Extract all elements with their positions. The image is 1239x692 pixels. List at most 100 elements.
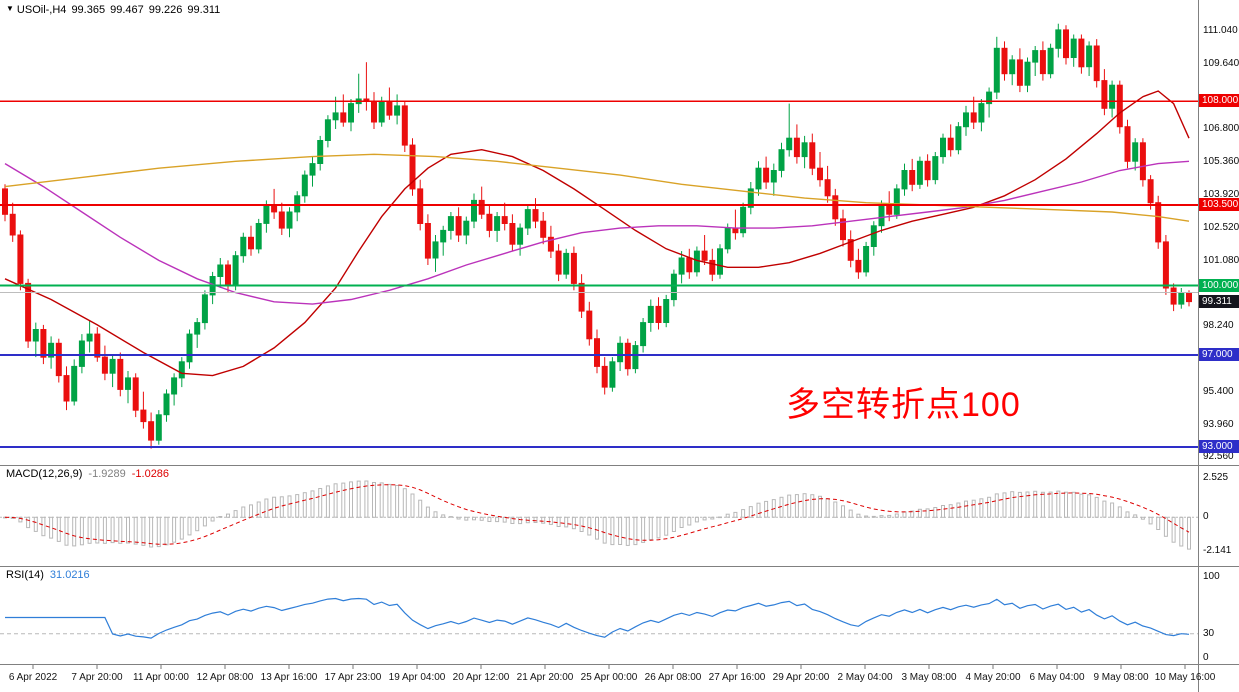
candle: [163, 389, 170, 422]
candle: [863, 241, 870, 277]
candle: [940, 133, 946, 164]
candle: [286, 207, 293, 238]
candle: [1093, 39, 1100, 88]
candle: [840, 209, 846, 247]
macd-histogram: [3, 480, 1191, 550]
candle: [478, 186, 485, 219]
candle: [824, 165, 831, 203]
time-axis-label: 27 Apr 16:00: [708, 672, 766, 683]
candle: [424, 214, 431, 265]
candle: [278, 202, 285, 235]
candle: [709, 248, 716, 282]
candle: [101, 345, 108, 381]
candle: [786, 103, 793, 157]
candle: [294, 191, 301, 222]
candle: [125, 371, 131, 404]
macd-value-main: -1.9289: [88, 468, 126, 480]
candle: [1109, 80, 1116, 118]
candle: [701, 235, 708, 265]
candle: [924, 154, 931, 187]
candle: [663, 294, 670, 328]
candle: [309, 156, 316, 187]
time-axis-label: 19 Apr 04:00: [388, 672, 446, 683]
candle: [232, 251, 239, 291]
macd-axis-label: 0: [1203, 511, 1209, 523]
candle: [563, 248, 570, 279]
rsi-label: RSI(14) 31.0216: [6, 569, 90, 581]
candle: [1024, 57, 1031, 93]
candle: [240, 232, 247, 263]
candle: [394, 94, 401, 125]
time-axis-label: 4 May 20:00: [965, 672, 1021, 683]
candle: [594, 329, 600, 374]
candle: [586, 301, 593, 346]
candle: [117, 352, 124, 397]
time-axis-label: 13 Apr 16:00: [260, 672, 318, 683]
candle: [32, 322, 39, 358]
candle: [1009, 55, 1016, 86]
candle: [732, 209, 739, 240]
price-axis-label: 92.560: [1203, 451, 1234, 463]
candle: [670, 269, 677, 307]
candle: [1155, 195, 1162, 249]
candle: [17, 230, 24, 291]
time-axis-label: 25 Apr 00:00: [580, 672, 638, 683]
candle: [916, 156, 923, 189]
candle: [847, 230, 854, 268]
ohlc-high: 99.467: [110, 4, 144, 16]
candle: [355, 73, 362, 113]
macd-label: MACD(12,26,9) -1.9289 -1.0286: [6, 468, 169, 480]
candle: [632, 341, 639, 374]
candle: [63, 366, 70, 411]
candle: [993, 36, 1000, 99]
price-level-badge: 103.500: [1199, 198, 1239, 211]
candle: [494, 212, 501, 242]
candle: [1132, 138, 1139, 171]
price-level-badge: 100.000: [1199, 278, 1239, 292]
chart-title: ▼ USOil-,H4 99.365 99.467 99.226 99.311: [6, 4, 220, 16]
candle: [1147, 175, 1154, 210]
candle: [509, 214, 516, 252]
candle: [1086, 41, 1093, 76]
candle: [332, 96, 339, 129]
candle: [86, 320, 93, 353]
candle: [471, 193, 477, 229]
candle: [555, 244, 562, 282]
candle: [140, 391, 147, 429]
candle: [755, 161, 762, 196]
candle: [371, 92, 377, 129]
candle: [832, 188, 839, 226]
candle: [870, 221, 877, 256]
candle: [1178, 288, 1185, 309]
candle: [978, 99, 985, 132]
candle: [317, 135, 324, 171]
time-axis-label: 2 May 04:00: [837, 672, 893, 683]
time-axis-label: 7 Apr 20:00: [71, 672, 123, 683]
candle: [255, 218, 262, 254]
candle: [1016, 48, 1023, 93]
candle: [717, 244, 723, 279]
candle: [647, 299, 654, 332]
time-axis-label: 10 May 16:00: [1154, 672, 1216, 683]
price-axis-label: 102.520: [1203, 221, 1239, 233]
candle: [348, 99, 354, 132]
candle: [1101, 69, 1108, 116]
candle: [2, 184, 8, 222]
ma-slow-orange: [4, 153, 1190, 222]
annotation-text[interactable]: 多空转折点100: [786, 386, 1021, 424]
price-axis-label: 101.080: [1203, 254, 1239, 266]
candle: [747, 182, 754, 215]
time-axis-label: 20 Apr 12:00: [452, 672, 510, 683]
candle: [793, 124, 800, 164]
candle: [901, 163, 908, 196]
candle: [655, 297, 662, 330]
candle: [486, 205, 493, 238]
candle: [955, 122, 962, 155]
candle: [463, 216, 470, 245]
price-axis-label: 105.360: [1203, 156, 1239, 168]
time-axis-label: 9 May 08:00: [1093, 672, 1149, 683]
candle: [1170, 283, 1177, 312]
candle: [770, 163, 777, 196]
candle: [1055, 23, 1062, 58]
